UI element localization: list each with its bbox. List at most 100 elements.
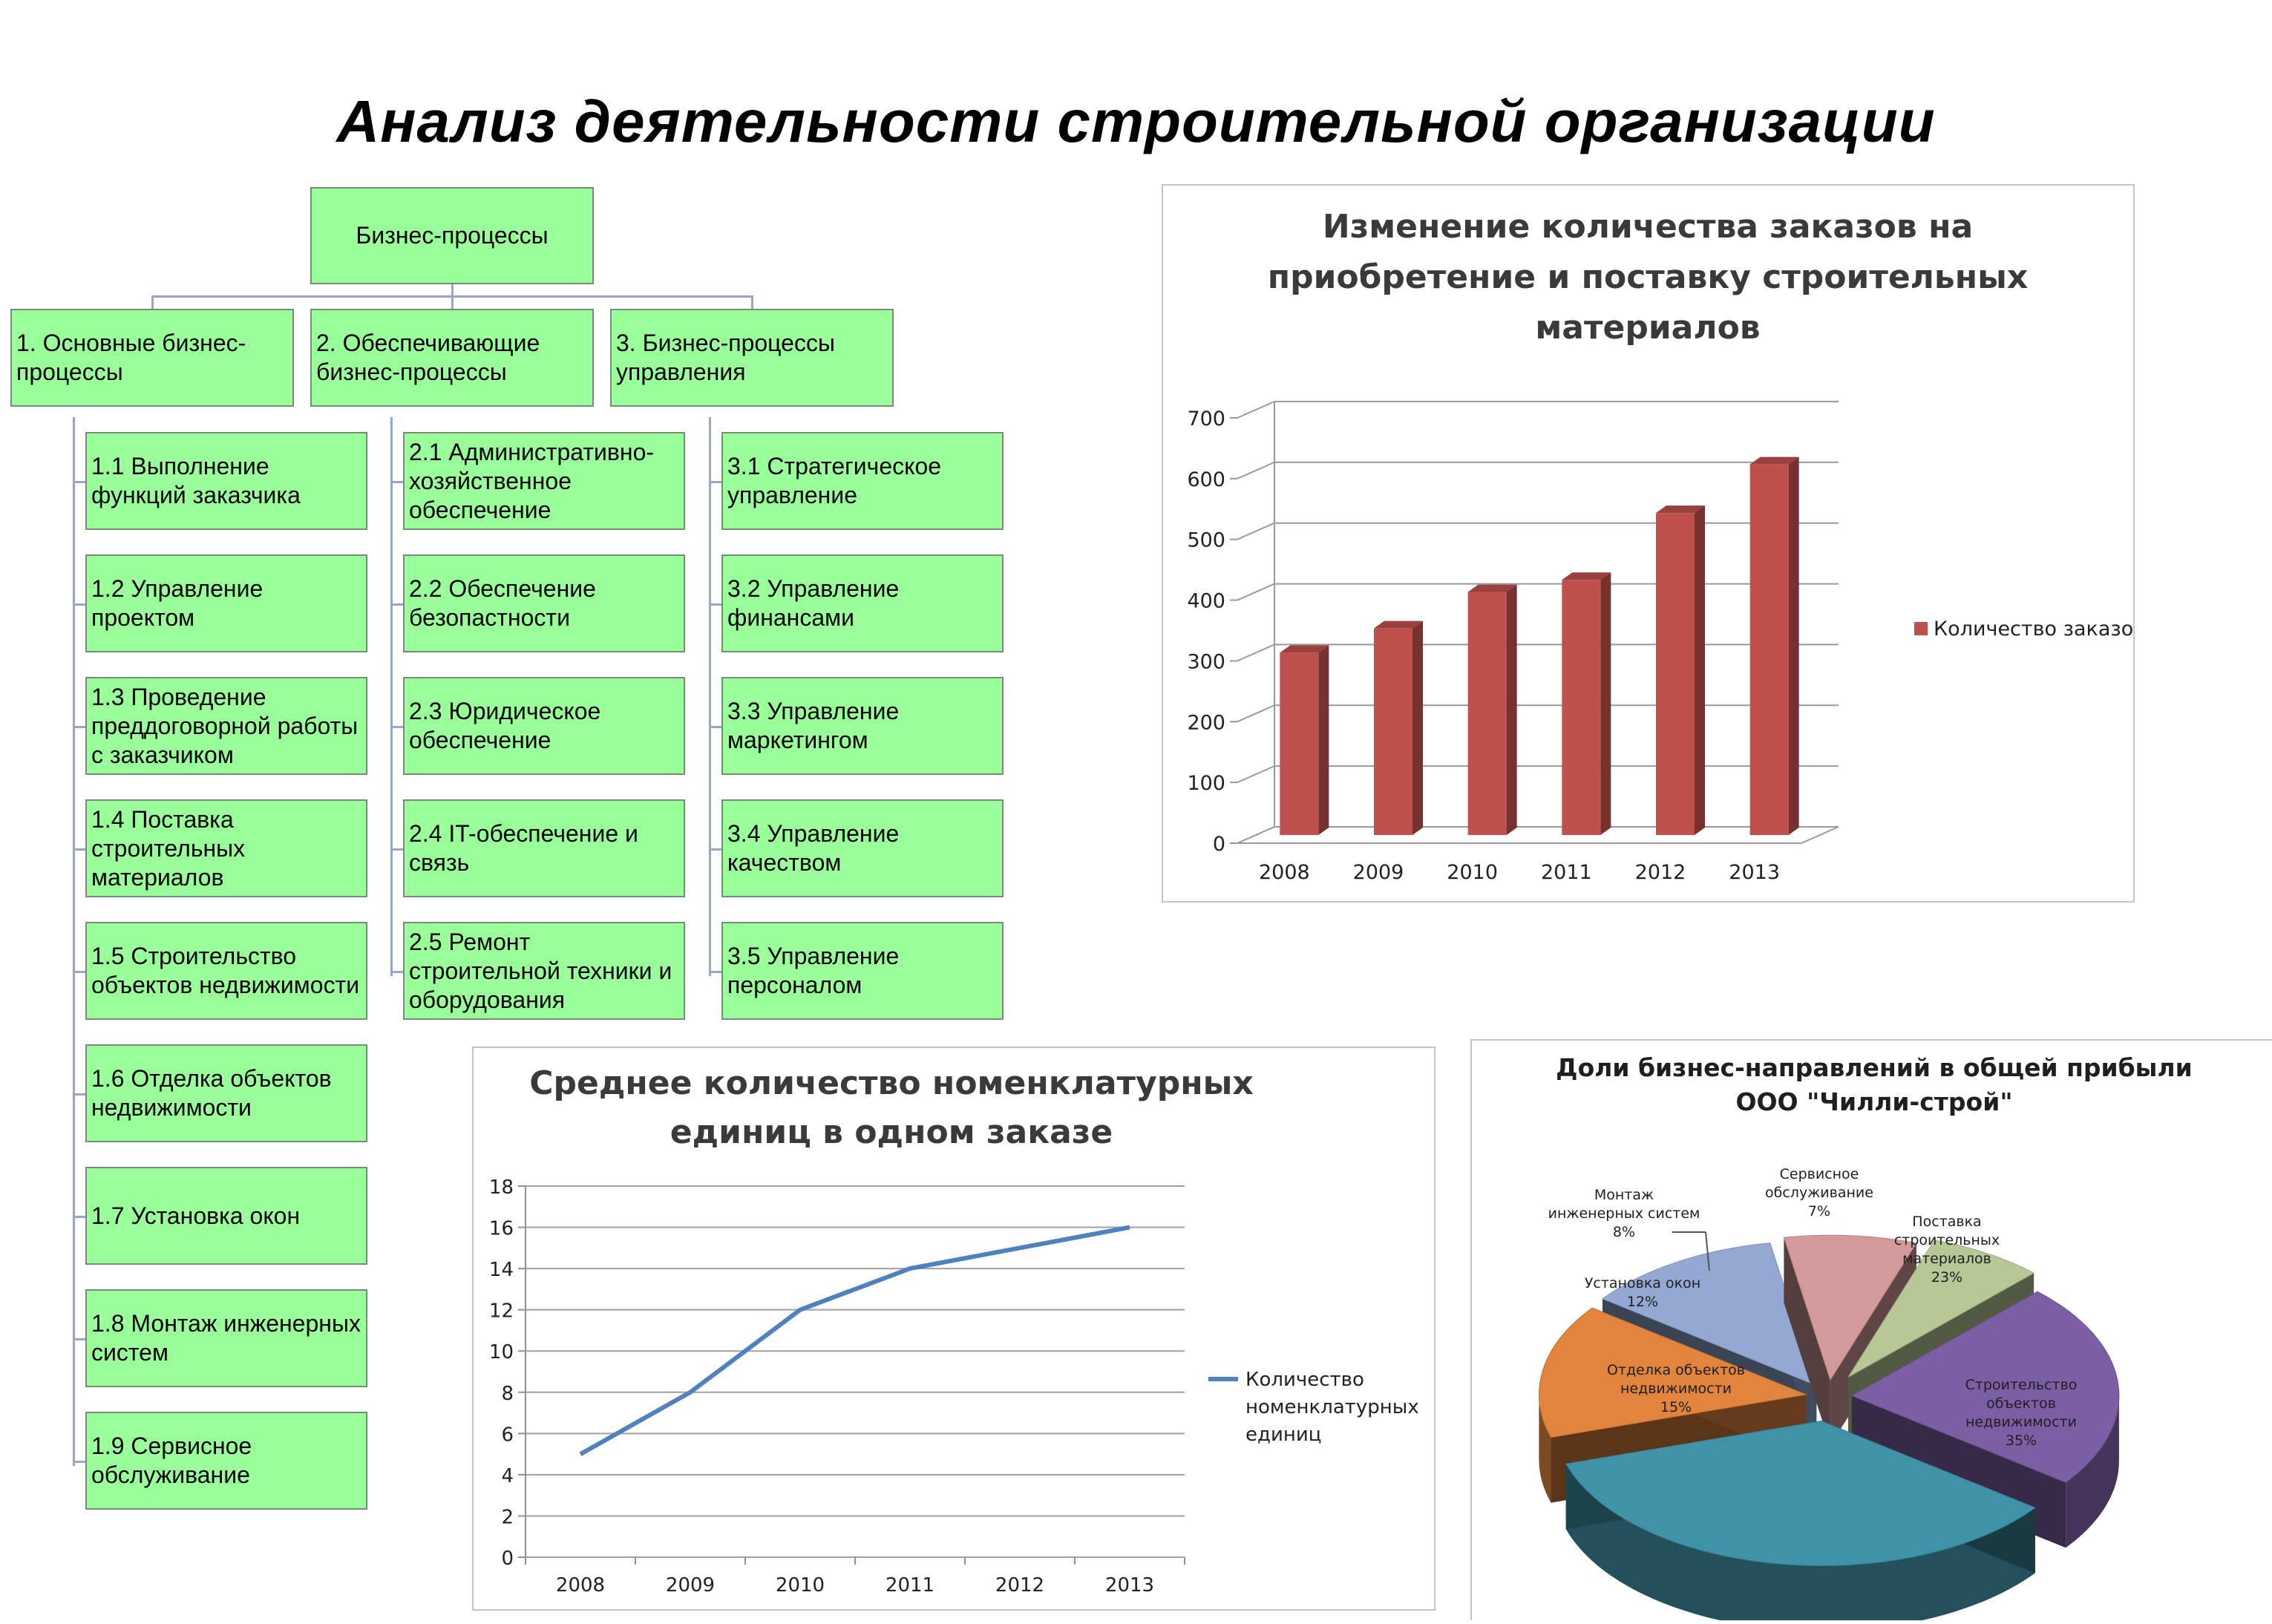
pie-slice-side xyxy=(1565,1464,2035,1624)
y-tick-label: 10 xyxy=(489,1341,514,1363)
y-tick-label: 0 xyxy=(501,1548,514,1570)
tree-connector xyxy=(390,603,403,606)
bar xyxy=(1749,464,1789,835)
tree-item-1-9: 1.9 Сервисное обслуживание xyxy=(85,1412,367,1510)
y-tick-label: 200 xyxy=(1187,711,1225,734)
pie-slice-pct: 8% xyxy=(1613,1224,1635,1240)
bar-side xyxy=(1412,621,1423,835)
pie-leader-line xyxy=(1705,1231,1710,1271)
pie-slice-label: Сервисное xyxy=(1780,1166,1859,1182)
y-tick-label: 300 xyxy=(1187,650,1225,673)
y-tick-label: 4 xyxy=(501,1465,514,1487)
page-title: Анализ деятельности строительной организ… xyxy=(336,88,1936,154)
profit-share-pie-chart-panel: Доли бизнес-направлений в общей прибыли О… xyxy=(1470,1039,2272,1624)
gridline-diag xyxy=(1237,644,1275,662)
bar xyxy=(1656,513,1695,835)
pie-slice-label: недвижимости xyxy=(1620,1381,1732,1397)
tree-item-2-5: 2.5 Ремонт строительной техники и оборуд… xyxy=(403,922,685,1020)
pie-slice-label: объектов xyxy=(1986,1395,2056,1412)
x-tick-label: 2008 xyxy=(556,1574,605,1597)
tree-connector xyxy=(451,295,454,309)
x-tick-label: 2009 xyxy=(1353,861,1404,884)
bar-top xyxy=(1656,505,1705,514)
pie-slice-pct: 23% xyxy=(1931,1269,1962,1286)
bar xyxy=(1467,592,1507,835)
gridline-diag xyxy=(1237,826,1275,844)
tree-connector xyxy=(390,971,403,973)
tree-item-3-1: 3.1 Стратегическое управление xyxy=(721,432,1004,530)
bar-top xyxy=(1467,584,1517,592)
tree-connector xyxy=(709,971,721,973)
tree-connector xyxy=(709,603,721,606)
pie-slice-side xyxy=(2066,1395,2119,1548)
bar-side xyxy=(1600,572,1611,835)
tree-item-1-8: 1.8 Монтаж инженерных систем xyxy=(85,1289,367,1387)
column-header-3: 3. Бизнес-процессы управления xyxy=(610,309,894,407)
y-tick-label: 16 xyxy=(489,1218,514,1240)
pie-slice-label: строительных xyxy=(1894,1232,2000,1248)
pie-slice-label: Поставка xyxy=(1912,1214,1981,1230)
bar-side xyxy=(1506,584,1517,835)
tree-item-3-2: 3.2 Управление финансами xyxy=(721,554,1004,652)
x-tick-label: 2013 xyxy=(1729,861,1780,884)
tree-connector xyxy=(451,284,454,297)
tree-connector xyxy=(709,726,721,728)
tree-item-3-4: 3.4 Управление качеством xyxy=(721,799,1004,897)
pie-slice xyxy=(1847,1240,2035,1378)
y-tick-label: 400 xyxy=(1187,590,1225,613)
x-tick-label: 2010 xyxy=(776,1574,825,1597)
x-tick-label: 2012 xyxy=(1635,861,1686,884)
chart-title-line: материалов xyxy=(1535,309,1760,347)
column-header-2: 2. Обеспечивающие бизнес-процессы xyxy=(310,309,594,407)
y-tick-label: 100 xyxy=(1187,772,1225,795)
pie-slice-pct: 12% xyxy=(1627,1294,1658,1310)
gridline-diag xyxy=(1237,522,1275,540)
tree-connector xyxy=(73,1338,85,1340)
legend-label: Количество xyxy=(1245,1369,1364,1391)
tree-item-1-4: 1.4 Поставка строительных материалов xyxy=(85,799,367,897)
tree-connector xyxy=(709,848,721,851)
nomenclature-line-chart: Среднее количество номенклатурных единиц … xyxy=(489,1064,1419,1597)
tree-item-1-6: 1.6 Отделка объектов недвижимости xyxy=(85,1044,367,1142)
tree-item-3-5: 3.5 Управление персоналом xyxy=(721,922,1004,1020)
tree-item-1-1: 1.1 Выполнение функций заказчика xyxy=(85,432,367,530)
bar-top xyxy=(1562,572,1611,580)
bar-top xyxy=(1374,621,1423,629)
chart-title-line: ООО "Чилли-строй" xyxy=(1735,1087,2012,1116)
pie-slice xyxy=(1850,1291,2120,1483)
x-tick-label: 2011 xyxy=(885,1574,934,1597)
tree-item-2-2: 2.2 Обеспечение безопастности xyxy=(403,554,685,652)
y-tick-label: 600 xyxy=(1187,468,1225,491)
legend-label: единиц xyxy=(1245,1424,1321,1446)
tree-connector xyxy=(73,971,85,973)
pie-slice-wall xyxy=(1784,1237,1830,1446)
pie-slice-pct: 15% xyxy=(1660,1399,1692,1415)
x-tick-label: 2008 xyxy=(1259,861,1310,884)
y-tick-label: 8 xyxy=(501,1383,514,1405)
x-tick-label: 2010 xyxy=(1447,861,1498,884)
gridline-diag xyxy=(1237,765,1275,784)
x-tick-label: 2009 xyxy=(666,1574,715,1597)
orders-bar-chart: Изменение количества заказов на приобрете… xyxy=(1187,208,2145,884)
pie-slice-label: обслуживание xyxy=(1765,1185,1873,1201)
pie-slice-label: Установка окон xyxy=(1585,1275,1700,1291)
bar-top xyxy=(1280,645,1329,653)
orders-bar-chart-panel: Изменение количества заказов на приобрете… xyxy=(1162,184,2145,903)
tree-connector xyxy=(73,726,85,728)
y-tick-label: 18 xyxy=(489,1176,514,1199)
gridline-diag xyxy=(1237,401,1275,419)
tree-item-1-2: 1.2 Управление проектом xyxy=(85,554,367,652)
pie-slice-label: инженерных систем xyxy=(1548,1205,1700,1222)
chart-title-line: Доли бизнес-направлений в общей прибыли xyxy=(1556,1053,2193,1082)
tree-connector xyxy=(73,481,85,483)
pie-slice-label: недвижимости xyxy=(1965,1414,2077,1430)
pie-slice-pct: 7% xyxy=(1808,1203,1830,1219)
tree-connector xyxy=(751,295,753,309)
profit-share-pie-chart: Доли бизнес-направлений в общей прибыли О… xyxy=(1538,1053,2193,1624)
bar-top xyxy=(1749,456,1799,465)
y-tick-label: 14 xyxy=(489,1259,514,1281)
pie-slice xyxy=(1783,1234,1917,1381)
x-tick-label: 2011 xyxy=(1541,861,1592,884)
pie-slice xyxy=(1601,1242,1818,1386)
tree-connector xyxy=(709,417,711,976)
